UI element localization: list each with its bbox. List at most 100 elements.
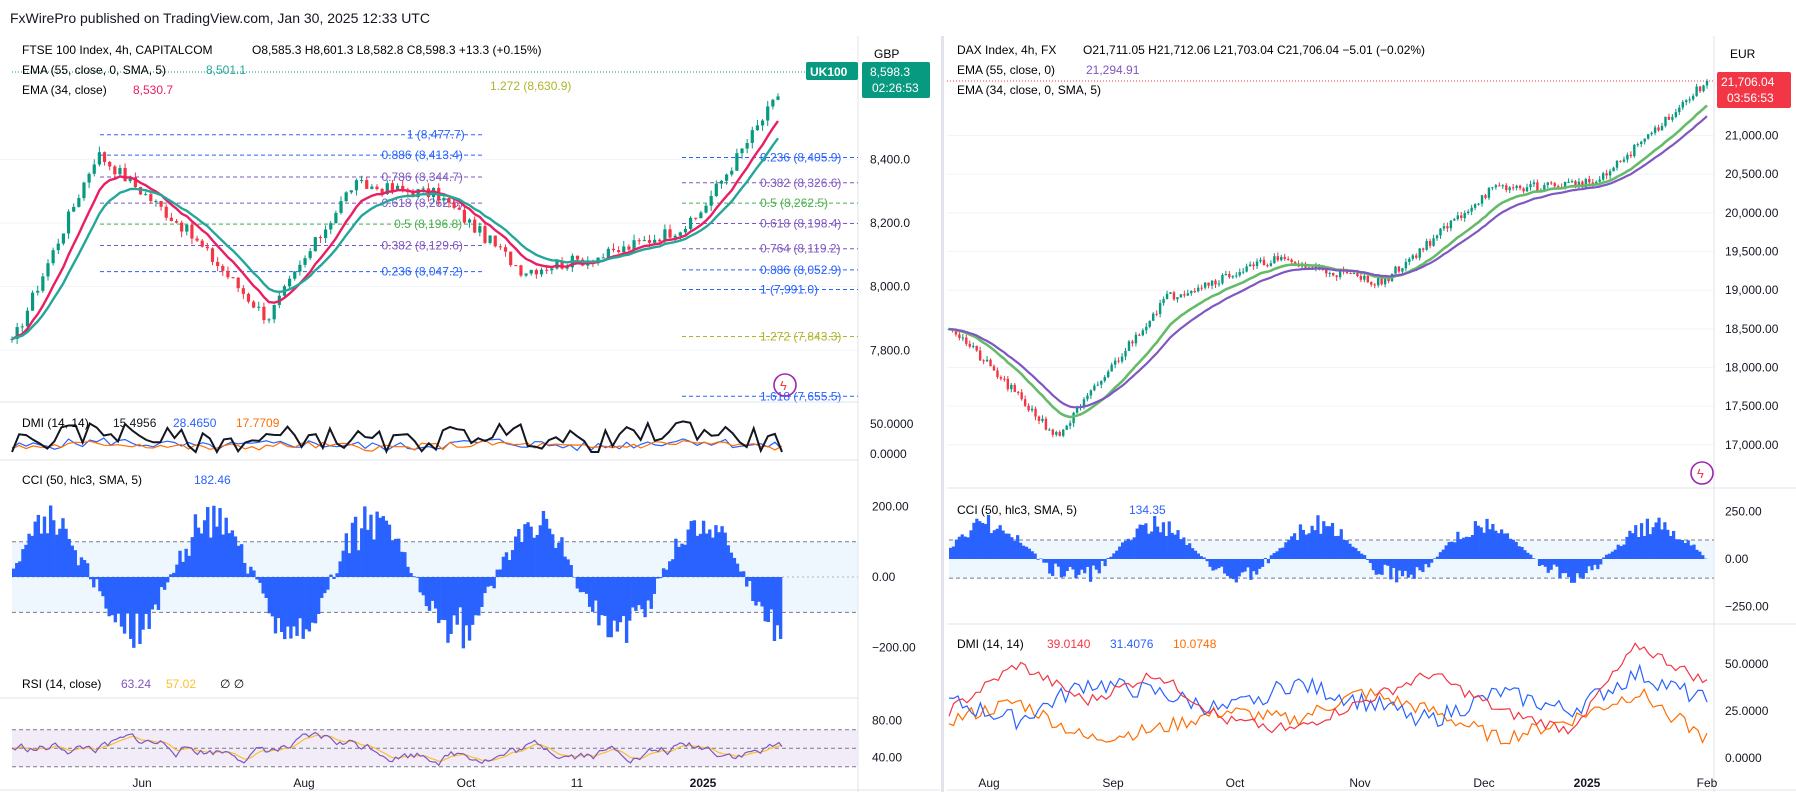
ftse-cci-bar	[347, 553, 352, 577]
dax-cci-bar	[1374, 559, 1378, 575]
dax-candle	[1027, 405, 1030, 411]
dax-cci-bar	[1048, 559, 1052, 574]
ftse-candle	[359, 180, 364, 182]
dax-cci-bar	[1094, 559, 1098, 570]
ftse-candle	[87, 173, 91, 183]
dax-cci-bar	[1581, 559, 1585, 579]
ftse-candle	[673, 235, 677, 238]
ftse-cci-bar	[310, 577, 315, 623]
dax-cci-bar	[1360, 553, 1364, 559]
dax-candle	[1480, 195, 1484, 204]
ftse-candle	[545, 269, 549, 271]
ftse-candle	[632, 240, 636, 250]
ftse-chart-panel[interactable]: 8,400.0 8,200.0 8,000.0 7,800.0 1 (8,477.7)…	[0, 36, 940, 792]
ftse-cci-bar	[45, 533, 50, 577]
ftse-cci-bar	[289, 577, 293, 639]
dax-y-tick: 17,500.00	[1725, 399, 1779, 413]
dax-cci-bar	[1342, 540, 1346, 559]
dax-candle	[1006, 378, 1010, 390]
dax-cci-bar	[1642, 535, 1647, 559]
dax-candle	[1529, 184, 1532, 188]
dax-chart-svg[interactable]: 21,000.00 20,500.00 20,000.00 19,500.00 19,0…	[947, 36, 1796, 792]
ftse-chart-svg[interactable]: 8,400.0 8,200.0 8,000.0 7,800.0 1 (8,477.7)…	[0, 36, 940, 792]
ftse-cci-bar	[714, 525, 718, 577]
dax-dmi-line	[948, 663, 1708, 731]
ftse-cci-bar	[554, 547, 558, 577]
dax-x-tick: Nov	[1349, 776, 1370, 790]
dax-cci-bar	[1639, 523, 1644, 559]
dax-x-tick: Aug	[978, 776, 999, 790]
ftse-cci-bar	[70, 545, 74, 577]
dax-chart-panel[interactable]: 21,000.00 20,500.00 20,000.00 19,500.00 19,0…	[947, 36, 1796, 792]
dax-candle	[1705, 80, 1709, 86]
ftse-x-tick: 2025	[690, 776, 717, 790]
dax-cci-bar	[1307, 533, 1311, 559]
dax-cci-bar	[1502, 533, 1507, 559]
ftse-candle	[760, 120, 765, 126]
dax-candle	[1176, 297, 1179, 300]
ftse-cci-bar	[741, 571, 746, 577]
dax-x-tick: Dec	[1473, 776, 1494, 790]
ftse-candle	[210, 248, 215, 262]
ftse-cci-bar	[356, 550, 361, 577]
ftse-cci-bar	[193, 514, 198, 577]
ftse-rsi-line	[11, 731, 783, 767]
dax-cci-bar	[1065, 559, 1069, 572]
ftse-cci-bar	[674, 538, 678, 577]
ftse-candle	[241, 288, 245, 294]
dax-cci-bar	[992, 530, 996, 559]
dax-candle	[1695, 86, 1698, 96]
ftse-candle	[205, 246, 209, 249]
dax-candle	[1280, 256, 1283, 261]
ftse-lightning-icon[interactable]	[773, 373, 797, 397]
ftse-candle	[318, 237, 323, 239]
dax-candle	[1089, 390, 1093, 396]
ftse-cci-bar	[757, 577, 761, 602]
dax-cci-bar	[1074, 559, 1078, 579]
dax-cci-bar	[1540, 559, 1545, 565]
dax-cci-bar	[1619, 546, 1623, 559]
dax-cci-bar	[1599, 559, 1603, 565]
ftse-candle	[288, 278, 292, 287]
ftse-cci-bar	[252, 570, 256, 577]
dax-cci-bar	[1701, 555, 1705, 559]
dax-candle	[1255, 261, 1259, 267]
dax-candle	[1619, 160, 1622, 162]
ftse-cci-bar	[397, 538, 401, 577]
ftse-candle	[77, 198, 81, 207]
dax-candle	[1349, 273, 1352, 275]
dax-candle	[1376, 278, 1380, 286]
ftse-candle	[493, 235, 497, 247]
dax-cci-bar	[951, 546, 956, 559]
dax-cci-bar	[1249, 559, 1253, 580]
dax-cci-bar	[1077, 559, 1081, 575]
dax-cci-bar	[1596, 559, 1600, 570]
dax-candle	[1685, 100, 1688, 103]
dax-cci-bar	[1115, 550, 1119, 559]
dax-candle	[1532, 182, 1536, 185]
dax-cci-bar	[1231, 559, 1236, 580]
ftse-cci-bar	[181, 561, 185, 577]
ftse-cci-bar	[683, 544, 687, 577]
dax-cci-bar	[1371, 559, 1375, 571]
ftse-cci-bar	[353, 516, 358, 577]
ftse-candle	[154, 200, 158, 202]
dax-candle	[1460, 215, 1463, 219]
dax-cci-bar	[1572, 559, 1577, 583]
dax-cci-bar	[1561, 559, 1565, 574]
dax-cci-bar	[1228, 559, 1233, 578]
ftse-candle	[349, 190, 353, 193]
ftse-cci-bar	[375, 511, 379, 577]
ftse-cci-value: 182.46	[194, 473, 231, 487]
ftse-candle	[601, 257, 605, 259]
ftse-cci-bar	[58, 528, 62, 577]
dax-candle	[1425, 240, 1428, 250]
dax-cci-bar	[1362, 555, 1367, 559]
dax-candle	[1003, 378, 1006, 380]
ftse-cci-bar	[732, 557, 737, 577]
dax-cci-bar	[1520, 547, 1524, 559]
dax-lightning-icon[interactable]	[1690, 461, 1714, 485]
ftse-candle	[51, 250, 55, 264]
dax-candle	[1359, 276, 1363, 280]
dax-cci-bar	[1086, 559, 1090, 567]
